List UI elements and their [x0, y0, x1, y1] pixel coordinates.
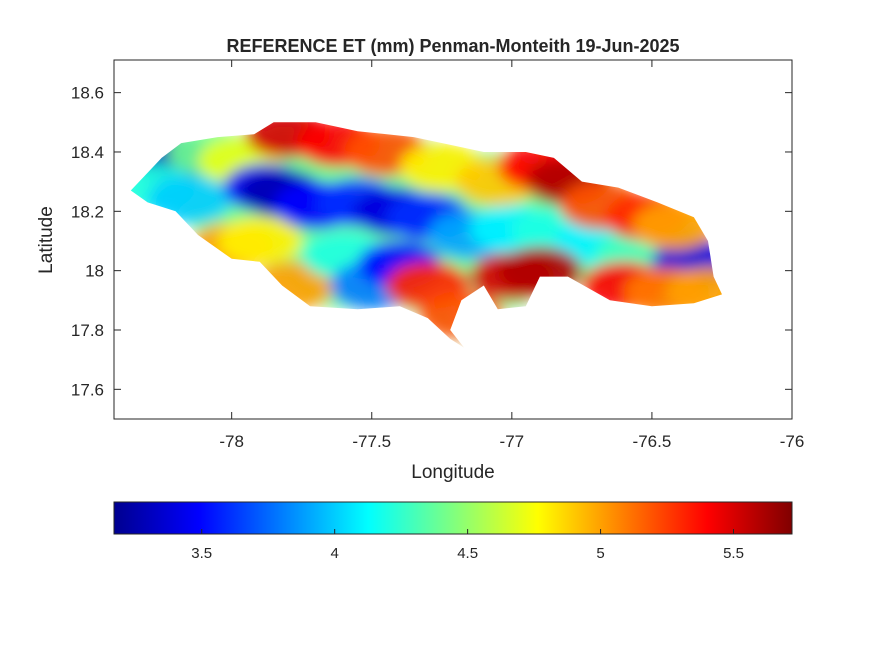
colorbar-tick-label: 3.5: [191, 545, 212, 562]
y-tick-label: 17.8: [71, 321, 104, 340]
x-tick-label: -76.5: [633, 432, 672, 451]
x-axis-label: Longitude: [411, 462, 494, 483]
et-sample: [217, 217, 302, 265]
x-tick-label: -77.5: [352, 432, 391, 451]
colorbar-tick-label: 4.5: [457, 545, 478, 562]
et-sample: [666, 267, 723, 316]
y-tick-label: 18.4: [71, 143, 104, 162]
y-axis-label: Latitude: [36, 206, 57, 274]
x-axis: -78 -77.5 -77 -76.5 -76: [219, 60, 804, 451]
et-field-layer: [130, 122, 723, 348]
et-field-blobs: [130, 122, 723, 348]
colorbar-tick-label: 4: [331, 545, 339, 562]
y-tick-label: 17.6: [71, 380, 104, 399]
colorbar-ticks: 3.5 4 4.5 5 5.5: [191, 529, 744, 562]
x-tick-label: -78: [219, 432, 244, 451]
y-axis: 17.6 17.8 18 18.2 18.4 18.6: [71, 84, 792, 399]
colorbar: [113, 501, 793, 535]
y-tick-label: 18: [85, 262, 104, 281]
x-tick-label: -77: [500, 432, 525, 451]
colorbar-tick-label: 5.5: [723, 545, 744, 562]
y-tick-label: 18.2: [71, 202, 104, 221]
chart-title: REFERENCE ET (mm) Penman-Monteith 19-Jun…: [226, 36, 679, 56]
x-tick-label: -76: [780, 432, 805, 451]
colorbar-tick-label: 5: [596, 545, 604, 562]
y-tick-label: 18.6: [71, 84, 104, 103]
